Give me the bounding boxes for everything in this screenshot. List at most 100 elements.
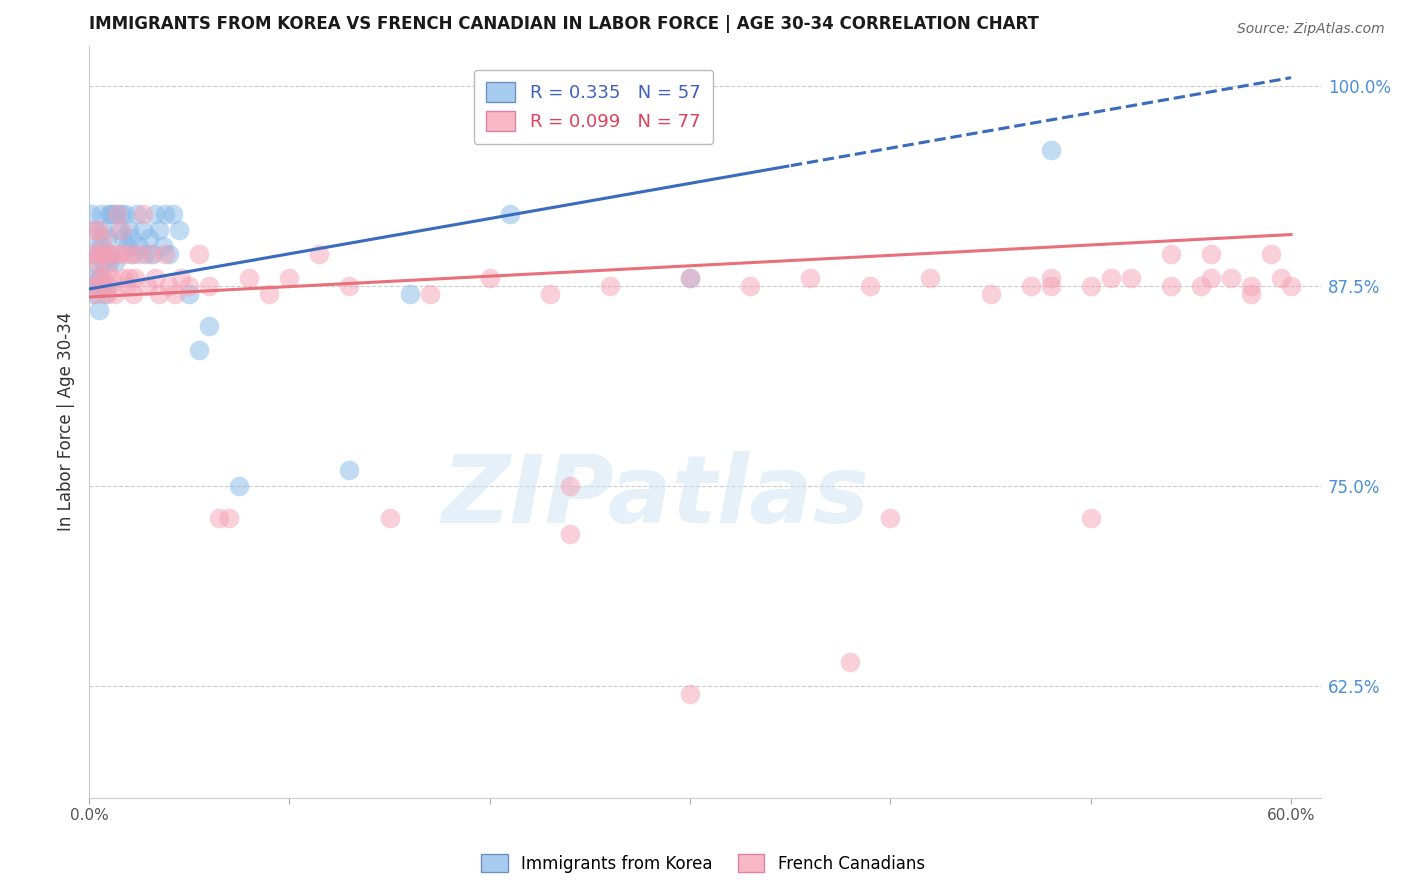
Point [198,278,221,293]
Point [1080,278,1102,293]
Point [96,262,118,277]
Point [157,278,180,293]
Point [86,278,108,293]
Point [91,223,114,237]
Point [558,527,581,541]
Point [153,207,176,221]
Point [143,207,166,221]
Point [148,223,170,237]
Point [127,207,149,221]
Point [1260,247,1282,261]
Point [128,239,150,253]
Point [499,207,522,221]
Point [96,286,118,301]
Point [143,270,166,285]
Point [859,278,882,293]
Point [122,286,145,301]
Point [91,270,114,285]
Point [104,254,127,268]
Point [115,278,138,293]
Point [339,278,361,293]
Point [108,247,131,261]
Point [1160,247,1182,261]
Point [91,231,114,245]
Point [90,247,112,261]
Point [96,231,118,245]
Text: IMMIGRANTS FROM KOREA VS FRENCH CANADIAN IN LABOR FORCE | AGE 30-34 CORRELATION : IMMIGRANTS FROM KOREA VS FRENCH CANADIAN… [89,15,1039,33]
Point [179,278,201,293]
Point [112,231,135,245]
Point [122,247,145,261]
Point [538,286,561,301]
Point [98,278,121,293]
Point [98,247,121,261]
Point [100,207,122,221]
Point [679,270,702,285]
Point [96,278,118,293]
Point [1119,270,1142,285]
Point [80,247,103,261]
Point [100,270,122,285]
Point [259,286,281,301]
Point [90,239,112,253]
Point [148,286,170,301]
Point [82,254,104,268]
Point [100,247,122,261]
Point [278,270,301,285]
Point [110,223,132,237]
Point [558,479,581,493]
Point [979,286,1001,301]
Point [152,239,174,253]
Point [1240,286,1263,301]
Point [80,207,103,221]
Point [1039,278,1062,293]
Point [86,286,108,301]
Point [599,278,621,293]
Point [94,247,117,261]
Point [84,223,107,237]
Point [84,270,107,285]
Point [167,223,190,237]
Point [920,270,942,285]
Point [104,286,127,301]
Point [228,479,250,493]
Point [132,207,155,221]
Point [132,223,155,237]
Point [679,687,702,701]
Point [1199,247,1222,261]
Point [188,343,211,357]
Point [1219,270,1241,285]
Point [128,247,150,261]
Point [1039,143,1062,157]
Point [91,254,114,268]
Point [105,207,128,221]
Point [142,247,165,261]
Legend: Immigrants from Korea, French Canadians: Immigrants from Korea, French Canadians [474,847,932,880]
Point [112,270,135,285]
Point [87,270,110,285]
Point [94,247,117,261]
Point [115,239,138,253]
Point [87,270,110,285]
Point [1199,270,1222,285]
Y-axis label: In Labor Force | Age 30-34: In Labor Force | Age 30-34 [58,312,75,532]
Point [378,511,401,525]
Point [198,318,221,333]
Point [91,278,114,293]
Point [118,270,141,285]
Point [141,247,163,261]
Point [98,207,121,221]
Text: Source: ZipAtlas.com: Source: ZipAtlas.com [1237,22,1385,37]
Point [84,247,107,261]
Point [124,270,146,285]
Point [86,239,108,253]
Point [90,278,112,293]
Point [398,286,420,301]
Point [98,254,121,268]
Point [87,247,110,261]
Point [134,247,156,261]
Point [879,511,901,525]
Point [238,270,260,285]
Point [679,270,702,285]
Point [110,207,132,221]
